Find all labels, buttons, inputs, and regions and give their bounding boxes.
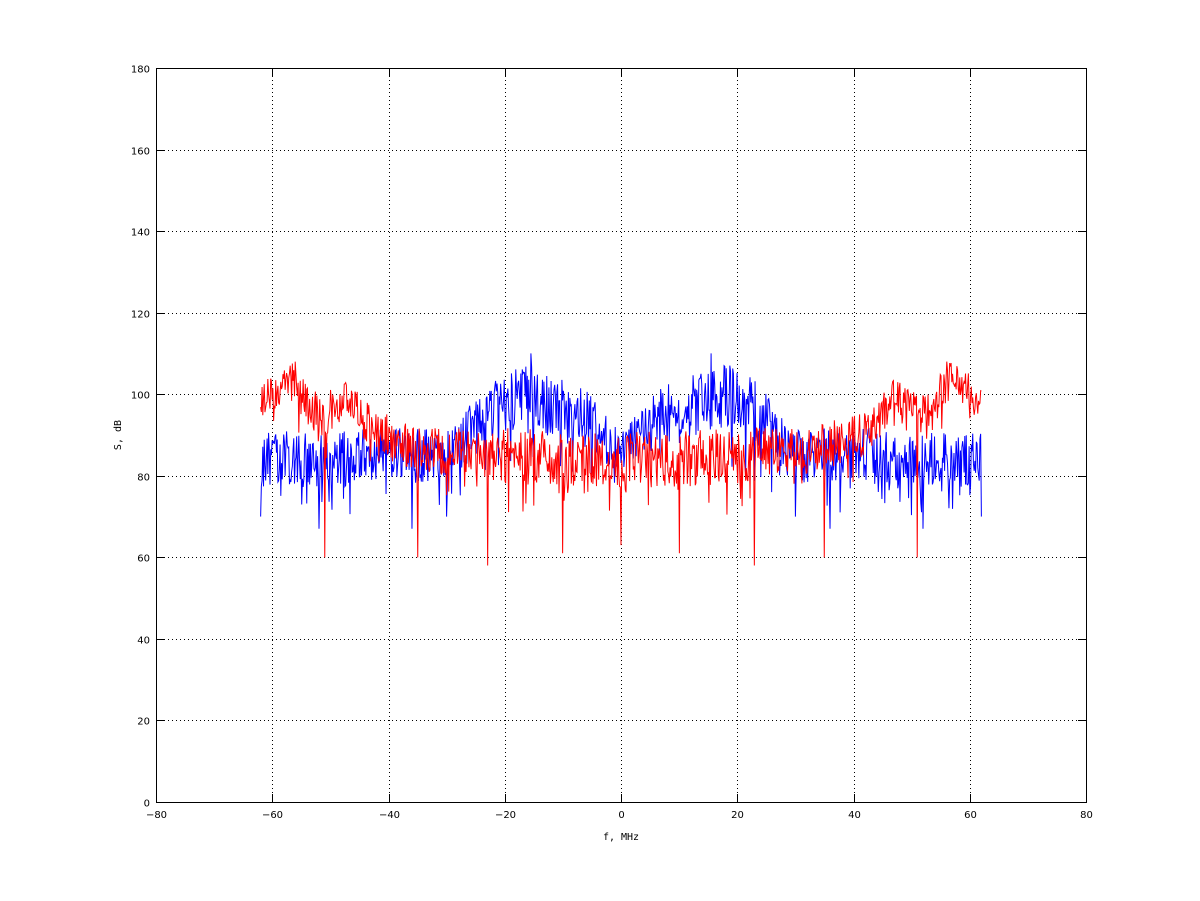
series-red-line: [260, 361, 982, 566]
x-tick-label: 0: [618, 810, 624, 821]
y-tick-label: 40: [137, 636, 150, 647]
x-tick-label: 60: [964, 810, 977, 821]
plot-series: [260, 353, 982, 566]
x-axis-label: f, MHz: [603, 832, 639, 843]
x-tick-label: 40: [848, 810, 861, 821]
y-tick-label: 160: [131, 147, 150, 158]
x-tick-label: −20: [495, 810, 516, 821]
y-tick-label: 80: [137, 473, 150, 484]
y-tick-label: 120: [131, 310, 150, 321]
y-tick-label: 100: [131, 391, 150, 402]
x-tick-label: −80: [146, 810, 167, 821]
x-tick-label: −60: [262, 810, 283, 821]
x-tick-label: 80: [1080, 810, 1093, 821]
y-tick-label: 60: [137, 554, 150, 565]
axis-ticks: [156, 68, 1087, 803]
x-tick-label: −40: [379, 810, 400, 821]
grid: [156, 68, 1086, 802]
x-axis-tick-labels: −80 −60 −40 −20 0 20 40 60 80: [146, 810, 1093, 821]
x-tick-label: 20: [731, 810, 744, 821]
y-axis-tick-labels: 0 20 40 60 80 100 120 140 160 180: [131, 65, 150, 810]
y-tick-label: 20: [137, 717, 150, 728]
y-tick-label: 180: [131, 65, 150, 76]
y-axis-label: S, dB: [113, 420, 124, 450]
y-tick-label: 140: [131, 228, 150, 239]
y-tick-label: 0: [144, 799, 150, 810]
